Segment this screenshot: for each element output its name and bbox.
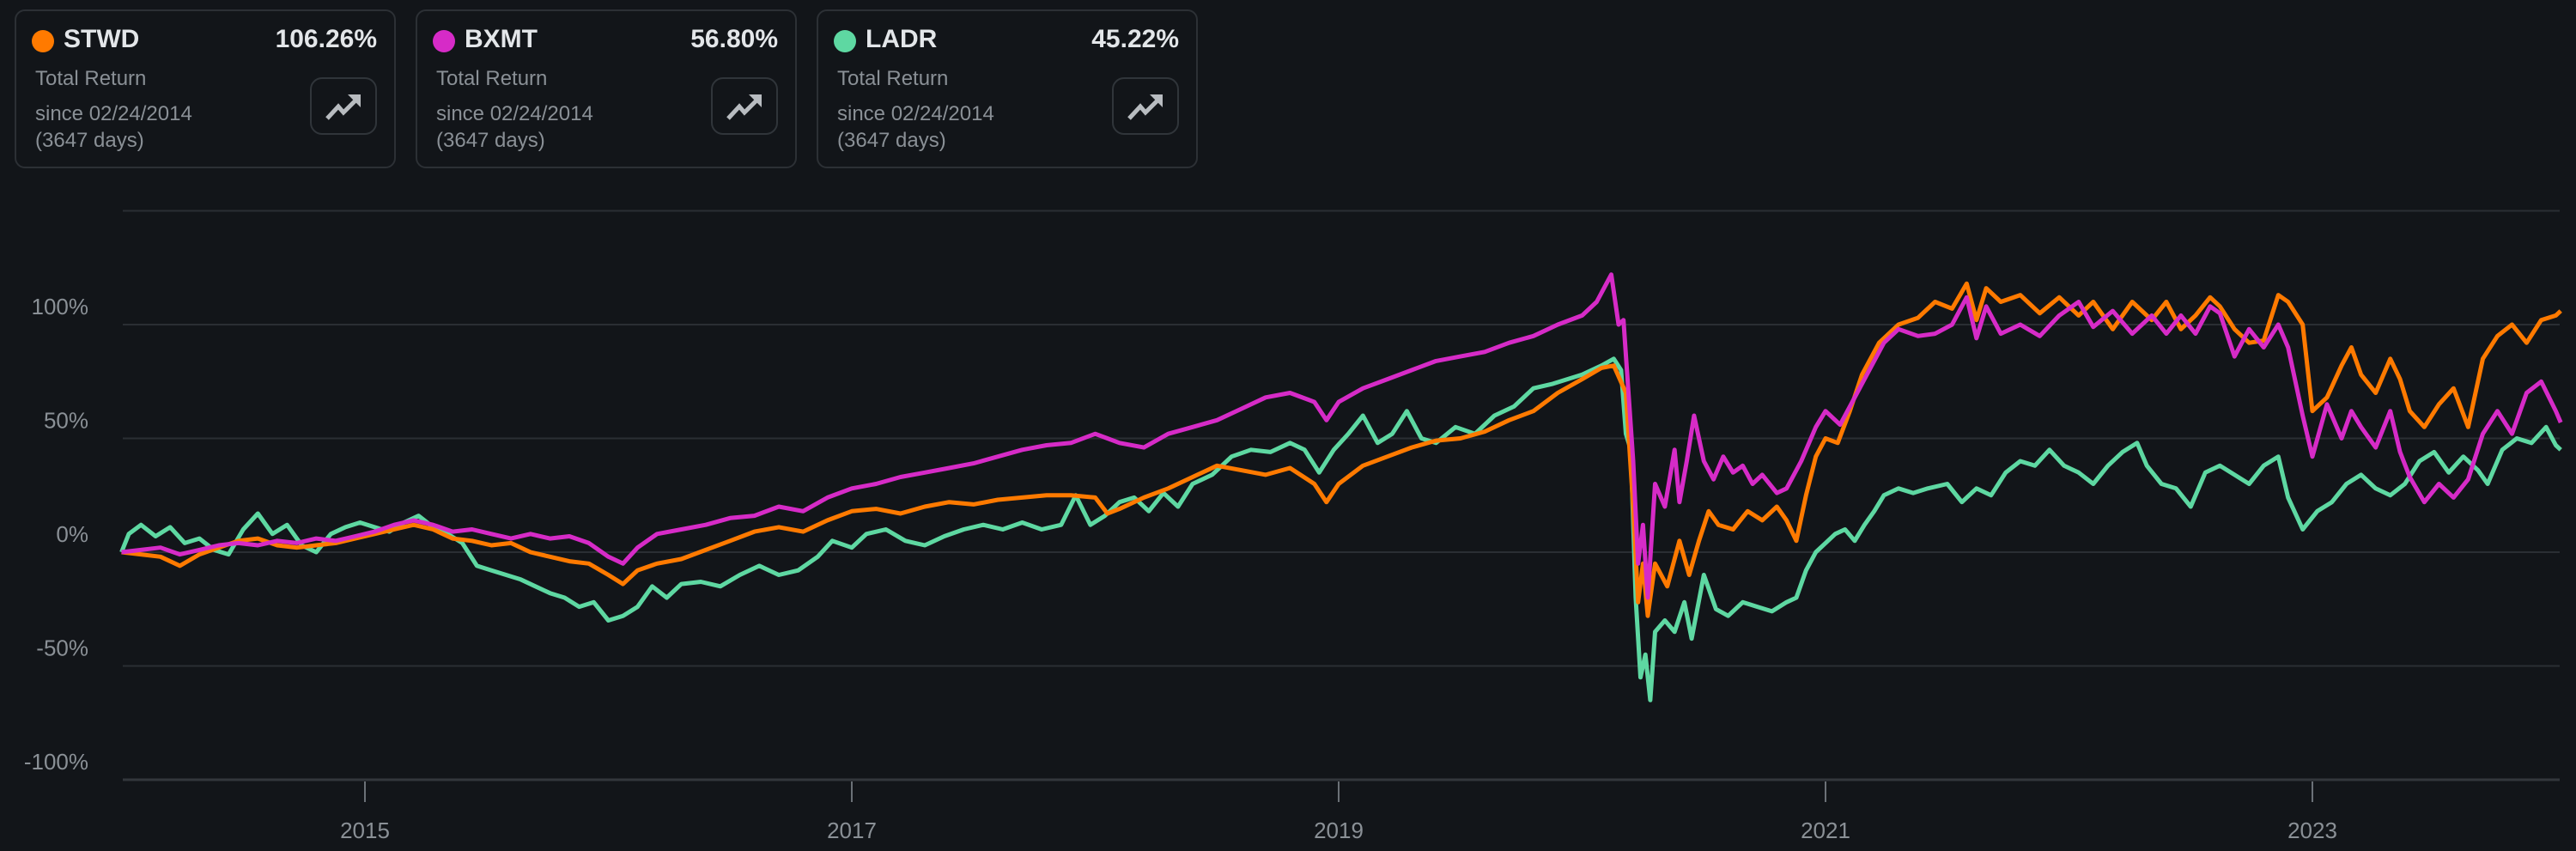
- since-date: since 02/24/2014 (3647 days): [436, 100, 593, 154]
- series-line-ladr[interactable]: [119, 356, 2562, 702]
- card-stwd[interactable]: STWD 106.26% Total Return since 02/24/20…: [15, 9, 396, 168]
- series-color-dot: [32, 30, 54, 52]
- metric-label: Total Return: [436, 67, 548, 90]
- since-text: since 02/24/2014: [837, 102, 994, 125]
- x-tick-label: 2023: [2287, 818, 2337, 843]
- x-axis: 2015 2017 2019 2021 2023: [340, 781, 2337, 843]
- total-return-value: 45.22%: [1091, 25, 1179, 53]
- trending-up-icon: [726, 94, 762, 120]
- metric-label: Total Return: [837, 67, 949, 90]
- since-date: since 02/24/2014 (3647 days): [837, 100, 994, 154]
- total-return-value: 106.26%: [275, 25, 377, 53]
- days-count: (3647 days): [35, 129, 144, 152]
- since-text: since 02/24/2014: [35, 102, 192, 125]
- y-tick-label: 0%: [56, 521, 88, 547]
- ticker-label: STWD: [64, 25, 140, 53]
- card-ladr[interactable]: LADR 45.22% Total Return since 02/24/201…: [817, 9, 1198, 168]
- y-tick-label: -50%: [36, 635, 88, 661]
- total-return-value: 56.80%: [690, 25, 778, 53]
- series-line-bxmt[interactable]: [121, 272, 2563, 600]
- summary-cards: STWD 106.26% Total Return since 02/24/20…: [15, 9, 1198, 168]
- trend-button[interactable]: [1112, 77, 1179, 135]
- x-tick-label: 2019: [1314, 818, 1364, 843]
- trend-button[interactable]: [711, 77, 778, 135]
- trending-up-icon: [1127, 94, 1163, 120]
- days-count: (3647 days): [436, 129, 545, 152]
- y-tick-label: -100%: [24, 749, 88, 775]
- since-text: since 02/24/2014: [436, 102, 593, 125]
- ticker-label: LADR: [866, 25, 938, 53]
- ticker-label: BXMT: [465, 25, 538, 53]
- since-date: since 02/24/2014 (3647 days): [35, 100, 192, 154]
- y-tick-label: 50%: [44, 408, 88, 434]
- days-count: (3647 days): [837, 129, 946, 152]
- series-lines: [119, 272, 2563, 702]
- y-tick-label: 100%: [32, 294, 89, 319]
- x-tick-label: 2017: [827, 818, 877, 843]
- y-axis: 100% 50% 0% -50% -100%: [24, 294, 88, 775]
- x-tick-label: 2021: [1801, 818, 1850, 843]
- x-tick-label: 2015: [340, 818, 390, 843]
- card-bxmt[interactable]: BXMT 56.80% Total Return since 02/24/201…: [416, 9, 797, 168]
- series-line-stwd[interactable]: [121, 281, 2562, 618]
- metric-label: Total Return: [35, 67, 147, 90]
- series-color-dot: [834, 30, 856, 52]
- series-color-dot: [433, 30, 455, 52]
- trending-up-icon: [325, 94, 361, 120]
- trend-button[interactable]: [310, 77, 377, 135]
